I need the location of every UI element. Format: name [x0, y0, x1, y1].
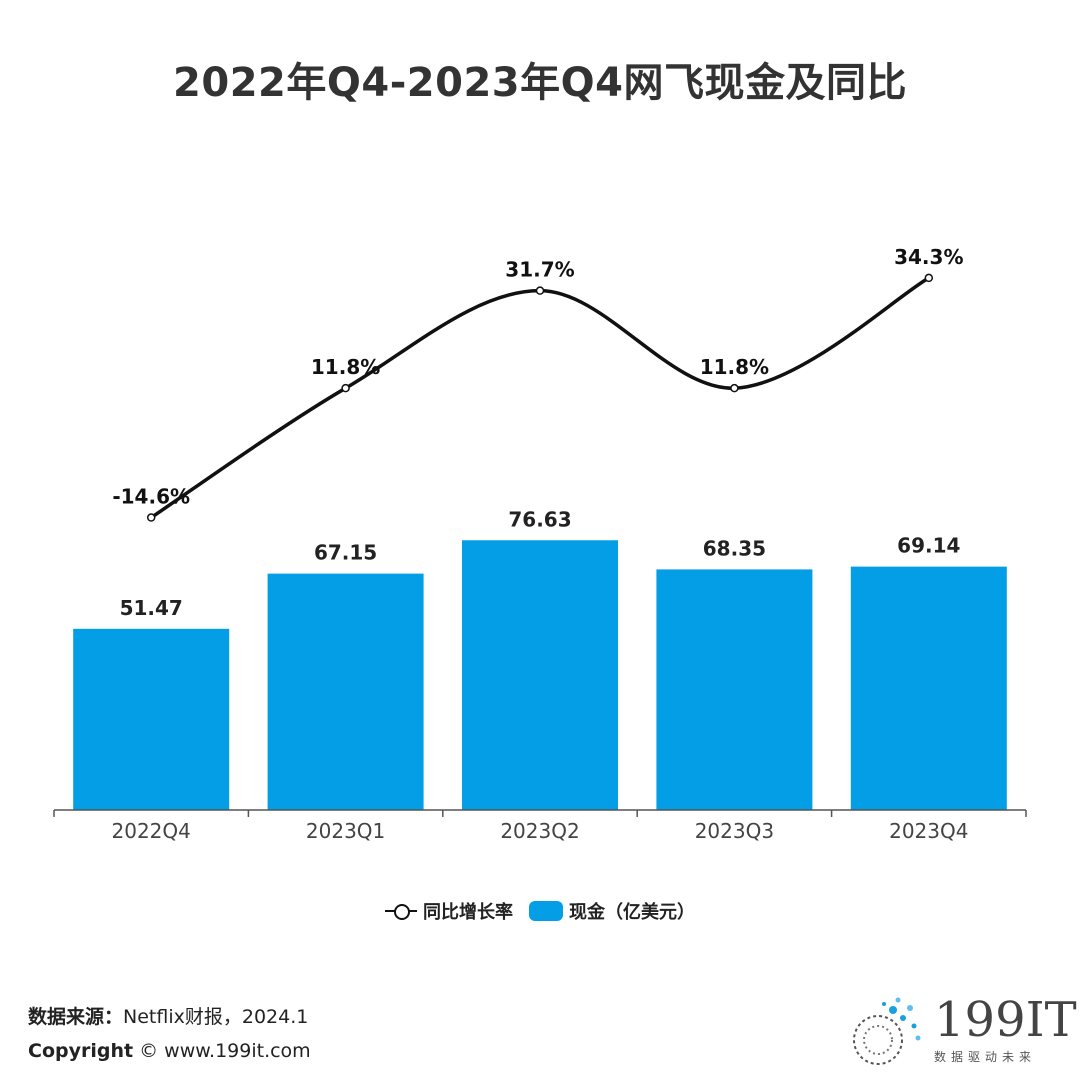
growth-line-layer: -14.6% 11.8% 31.7% 11.8% 34.3%	[112, 245, 963, 522]
growth-value-label: 31.7%	[505, 258, 574, 282]
logo-subtitle: 数据驱动未来	[934, 1050, 1037, 1064]
cash-value-label: 67.15	[314, 541, 377, 565]
cash-bar	[267, 573, 424, 810]
growth-line	[150, 276, 930, 519]
cash-bar	[73, 628, 230, 810]
cash-value-label: 51.47	[120, 596, 183, 620]
cash-value-label: 69.14	[897, 534, 960, 558]
source-label: 数据来源：	[28, 1006, 124, 1028]
growth-point	[535, 286, 545, 295]
cash-bar	[462, 540, 618, 810]
source-text: Netflix财报，2024.1	[123, 1006, 309, 1028]
legend-label-cash: 现金（亿美元）	[569, 902, 695, 923]
copyright-text: © www.199it.com	[139, 1040, 311, 1062]
source-line: 数据来源：Netflix财报，2024.1	[28, 1000, 311, 1034]
cash-bar	[850, 566, 1007, 810]
bars-layer: 51.47 67.15 76.63 68.35 69.14	[73, 507, 1007, 810]
growth-value-label: 11.8%	[311, 355, 380, 379]
x-tick-label: 2023Q3	[695, 819, 774, 843]
logo-text: 199IT	[934, 992, 1077, 1048]
copyright-label: Copyright	[28, 1040, 134, 1062]
cash-bar	[656, 569, 813, 810]
growth-value-label: -14.6%	[112, 485, 190, 509]
legend-item-growth: 同比增长率	[385, 898, 513, 924]
growth-point	[730, 383, 739, 393]
cash-value-label: 68.35	[703, 536, 766, 560]
cash-value-label: 76.63	[508, 507, 571, 531]
growth-value-label: 34.3%	[894, 245, 963, 269]
growth-point	[146, 513, 156, 522]
growth-point	[924, 273, 934, 283]
bar-swatch-icon	[529, 901, 563, 921]
x-tick-label: 2023Q2	[500, 819, 579, 843]
copyright-line: Copyright © www.199it.com	[28, 1034, 311, 1068]
chart-title: 2022年Q4-2023年Q4网飞现金及同比	[173, 60, 907, 106]
footer: 数据来源：Netflix财报，2024.1 Copyright © www.19…	[28, 1000, 311, 1068]
x-tick-label: 2022Q4	[112, 819, 191, 843]
growth-value-label: 11.8%	[700, 355, 769, 379]
logo-dots-icon	[853, 997, 921, 1065]
x-tick-label: 2023Q4	[889, 819, 968, 843]
growth-point	[341, 383, 350, 393]
legend-label-growth: 同比增长率	[423, 902, 513, 923]
line-marker-icon	[385, 900, 417, 922]
x-tick-label: 2023Q1	[306, 819, 385, 843]
logo: 199IT 数据驱动未来	[848, 990, 1077, 1070]
legend: 同比增长率 现金（亿美元）	[0, 898, 1080, 924]
x-axis: 2022Q4 2023Q1 2023Q2 2023Q3 2023Q4	[53, 809, 1027, 843]
legend-item-cash: 现金（亿美元）	[529, 898, 695, 924]
